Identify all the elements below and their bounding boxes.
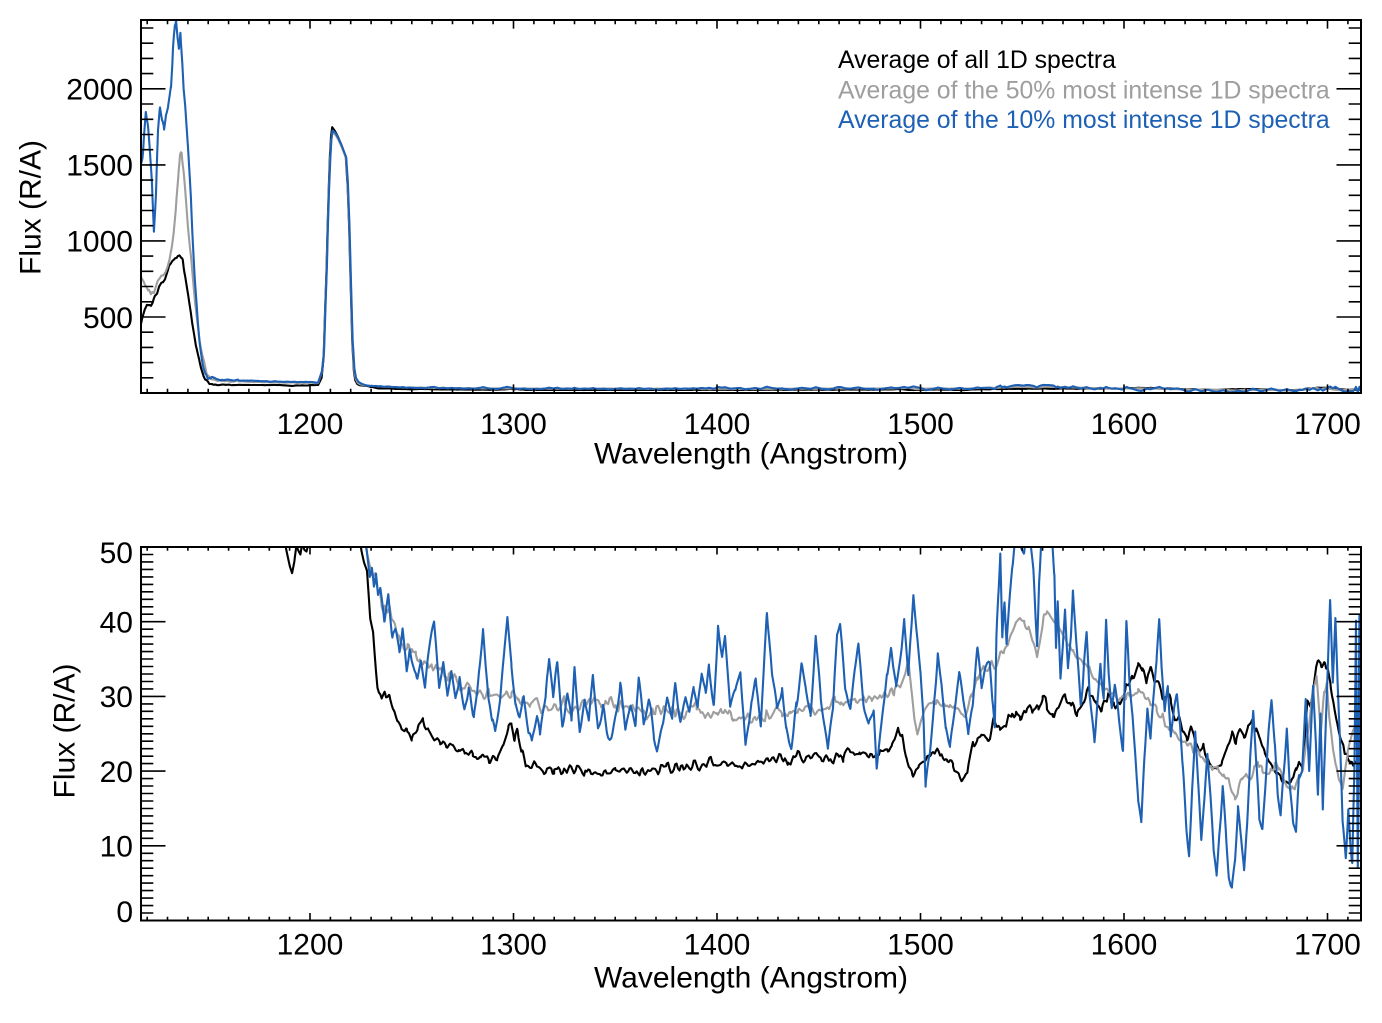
svg-text:Wavelength (Angstrom): Wavelength (Angstrom) <box>594 438 908 471</box>
svg-text:1400: 1400 <box>684 928 751 961</box>
svg-text:1500: 1500 <box>887 928 954 961</box>
svg-text:50: 50 <box>100 537 133 570</box>
svg-text:10: 10 <box>100 831 133 864</box>
svg-text:1500: 1500 <box>887 408 954 441</box>
svg-text:1500: 1500 <box>66 150 133 183</box>
svg-text:1600: 1600 <box>1091 408 1158 441</box>
svg-text:1300: 1300 <box>480 408 547 441</box>
svg-text:30: 30 <box>100 681 133 714</box>
svg-text:Wavelength (Angstrom): Wavelength (Angstrom) <box>594 962 908 995</box>
svg-text:1700: 1700 <box>1294 928 1361 961</box>
svg-text:500: 500 <box>83 302 133 335</box>
svg-text:20: 20 <box>100 756 133 789</box>
svg-text:2000: 2000 <box>66 74 133 107</box>
svg-text:Average of the 10% most intens: Average of the 10% most intense 1D spect… <box>838 107 1330 134</box>
svg-text:40: 40 <box>100 607 133 640</box>
svg-text:1200: 1200 <box>277 928 344 961</box>
svg-text:1000: 1000 <box>66 226 133 259</box>
svg-text:Average of the 50% most intens: Average of the 50% most intense 1D spect… <box>838 78 1330 105</box>
svg-text:Average of all 1D spectra: Average of all 1D spectra <box>838 47 1116 74</box>
svg-text:1300: 1300 <box>480 928 547 961</box>
svg-text:Flux (R/A): Flux (R/A) <box>49 664 82 799</box>
svg-text:1700: 1700 <box>1294 408 1361 441</box>
svg-text:Flux (R/A): Flux (R/A) <box>15 140 48 275</box>
svg-text:1400: 1400 <box>684 408 751 441</box>
svg-text:1600: 1600 <box>1091 928 1158 961</box>
svg-text:0: 0 <box>116 896 133 929</box>
svg-text:1200: 1200 <box>277 408 344 441</box>
